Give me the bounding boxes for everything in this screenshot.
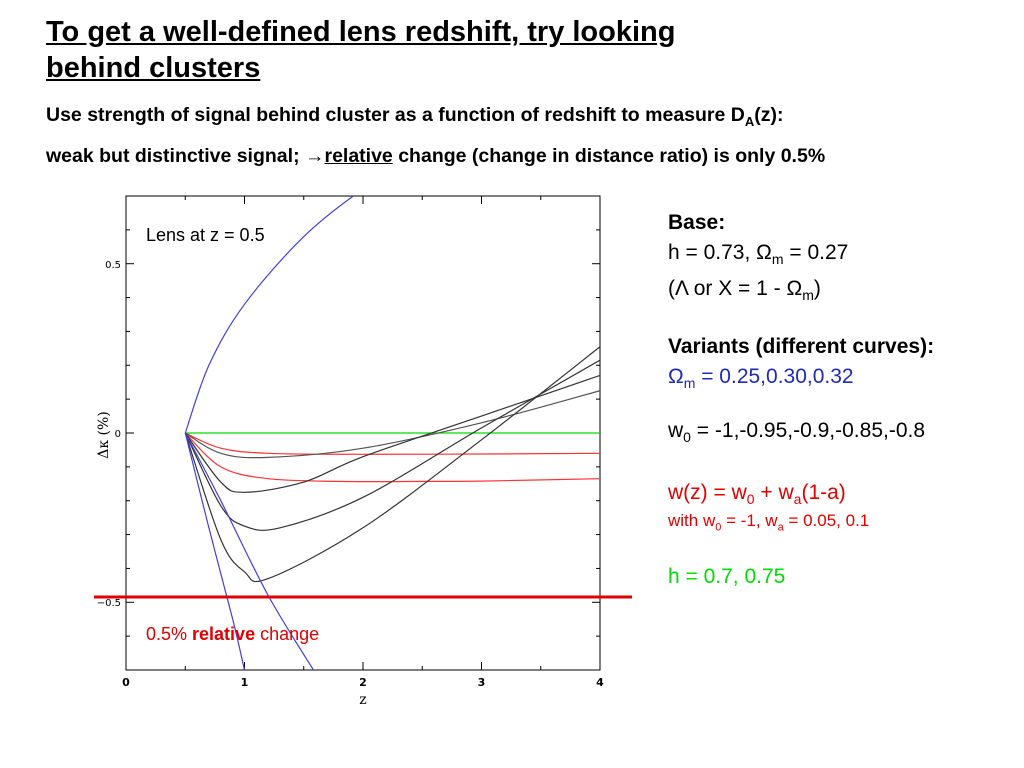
base-line-2: (Λ or X = 1 - Ωm) <box>668 274 848 310</box>
wz-text: w(z) = w <box>668 481 747 504</box>
base-line-2-mid: or X = 1 - <box>687 277 787 301</box>
wz-plus: + w <box>754 481 794 504</box>
wz-end: (1-a) <box>801 481 846 504</box>
xtick-label-1: 1 <box>241 676 249 689</box>
lens-annotation: Lens at z = 0.5 <box>146 225 265 245</box>
y-axis-label: Δκ (%) <box>96 411 112 459</box>
subtitle-line-2: weak but distinctive signal; →relative c… <box>46 139 1006 173</box>
omega-symbol-3: Ω <box>668 365 684 388</box>
variant-h: h = 0.7, 0.75 <box>668 565 786 588</box>
subtitle-line-1-end: (z): <box>754 104 784 126</box>
threshold-label: 0.5% relative change <box>146 624 319 644</box>
base-omega-value: = 0.27 <box>783 241 849 264</box>
variant-wz-params: with w0 = -1, wa = 0.05, 0.1 <box>668 506 869 542</box>
title-line-1: To get a well-defined lens redshift, try… <box>46 16 676 48</box>
curve-4 <box>184 374 600 493</box>
omega-sub: m <box>771 251 784 268</box>
subtitle-relative: relative <box>324 144 393 167</box>
variant-wz: w(z) = w0 + wa(1-a) <box>668 478 846 514</box>
ytick-label-1: 0 <box>115 429 121 440</box>
curve-group <box>184 196 600 670</box>
slide-subtitle: Use strength of signal behind cluster as… <box>46 98 1006 173</box>
curve-6 <box>184 346 600 583</box>
with-sub-0: 0 <box>715 521 722 534</box>
threshold-relative: relative <box>192 624 255 644</box>
omega-sub-2: m <box>802 287 814 304</box>
variant-omega-values: = 0.25,0.30,0.32 <box>695 365 854 388</box>
omega-symbol-2: Ω <box>786 277 803 301</box>
w0-symbol: w <box>668 419 684 442</box>
axis-ticks <box>125 196 601 670</box>
curve-3 <box>184 390 600 459</box>
curve-2 <box>184 432 600 483</box>
convergence-plot: 0.5 0 −0.5 0 1 2 3 4 z Δκ (%) Lens at z … <box>94 195 632 708</box>
variants-title: Variants (different curves): <box>668 335 935 358</box>
variant-omega: Ωm = 0.25,0.30,0.32 <box>668 362 934 398</box>
curve-5 <box>184 359 600 531</box>
base-section: Base: h = 0.73, Ωm = 0.27 (Λ or X = 1 - … <box>668 208 848 310</box>
subtitle-line-2-text: weak but distinctive signal; <box>46 144 305 167</box>
with-mid: = -1, w <box>721 511 778 530</box>
base-title: Base: <box>668 211 726 234</box>
with-sub-a: a <box>777 521 784 534</box>
curve-8 <box>184 432 246 670</box>
lambda-symbol: Λ <box>675 277 688 301</box>
omega-sub-3: m <box>683 375 696 392</box>
w0-sub: 0 <box>683 429 691 446</box>
xtick-label-2: 2 <box>359 676 367 689</box>
subtitle-line-1-text: Use strength of signal behind cluster as… <box>46 104 745 126</box>
curve-7 <box>184 196 355 434</box>
arrow-glyph: → <box>304 144 325 167</box>
w0-values: = -1,-0.95,-0.9,-0.85,-0.8 <box>690 419 926 442</box>
with-text: with w <box>668 511 716 530</box>
title-line-2: behind clusters <box>46 52 261 84</box>
xtick-label-3: 3 <box>478 676 486 689</box>
ytick-label-2: −0.5 <box>97 598 121 609</box>
xtick-label-0: 0 <box>122 676 130 689</box>
wz-sub-a: a <box>793 491 802 508</box>
base-h: h = 0.73, <box>668 241 757 264</box>
xtick-label-4: 4 <box>596 676 604 689</box>
variant-w0: w0 = -1,-0.95,-0.9,-0.85,-0.8 <box>668 416 925 452</box>
base-line-1: h = 0.73, Ωm = 0.27 <box>668 238 848 274</box>
paren-close: ) <box>813 277 821 301</box>
curve-9 <box>184 432 315 670</box>
subtitle-line-1: Use strength of signal behind cluster as… <box>46 98 1006 139</box>
ytick-label-0: 0.5 <box>105 260 121 271</box>
x-axis-label: z <box>359 692 366 708</box>
threshold-prefix: 0.5% <box>146 624 192 644</box>
variants-section: Variants (different curves): Ωm = 0.25,0… <box>668 332 934 398</box>
omega-symbol: Ω <box>756 241 772 264</box>
threshold-suffix: change <box>255 624 319 644</box>
paren-open: ( <box>668 277 675 301</box>
wz-sub-0: 0 <box>746 491 755 508</box>
subtitle-line-2-end: change (change in distance ratio) is onl… <box>392 144 826 167</box>
slide-title: To get a well-defined lens redshift, try… <box>46 14 675 86</box>
subtitle-sub-a: A <box>744 113 755 129</box>
curve-1 <box>185 432 600 455</box>
with-end: = 0.05, 0.1 <box>783 511 870 530</box>
